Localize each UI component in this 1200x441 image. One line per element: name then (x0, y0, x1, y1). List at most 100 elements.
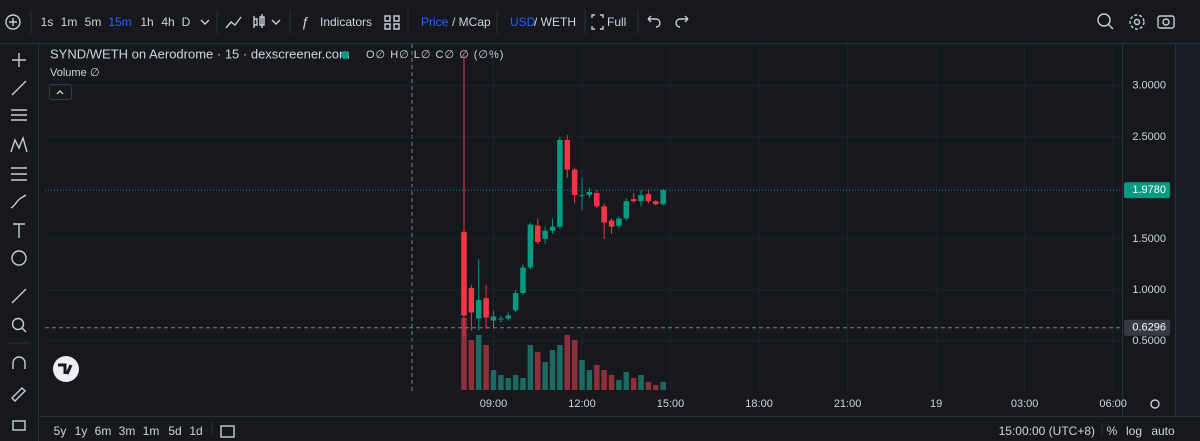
volume-bar (616, 380, 622, 390)
lock-tool[interactable] (12, 420, 26, 431)
range-button[interactable]: 5y (54, 424, 67, 438)
interval-menu[interactable] (200, 19, 210, 25)
interval-button[interactable]: 1m (61, 15, 78, 29)
emoji-tool[interactable] (11, 250, 27, 266)
mcap-toggle[interactable]: / MCap (452, 15, 491, 29)
fib-tool[interactable] (11, 109, 27, 121)
y-tick-label: 1.0000 (1132, 284, 1166, 296)
collapse-legend[interactable] (49, 84, 72, 100)
volume-bar (512, 375, 519, 390)
zoom-handle (21, 327, 27, 333)
lock-drawing-tool[interactable] (11, 387, 26, 402)
candle-body (601, 206, 607, 223)
log-toggle[interactable]: log (1126, 424, 1142, 438)
candle-body (579, 195, 585, 197)
alert-icon[interactable] (1097, 13, 1111, 27)
forecast-tool[interactable] (11, 167, 27, 181)
clock: 15:00:00 (UTC+8) (999, 424, 1095, 438)
candle-body (483, 298, 489, 318)
x-tick-label: 19 (930, 398, 942, 410)
range-button[interactable]: 6m (95, 424, 112, 438)
snapshot-lens (1162, 18, 1170, 26)
templates-icon[interactable] (384, 15, 400, 30)
settings-icon[interactable] (1129, 14, 1145, 30)
tv-logo-mark (58, 363, 73, 375)
candle-body (660, 190, 666, 205)
volume-bar (490, 370, 497, 390)
chart-type-menu[interactable] (271, 19, 281, 25)
drawing-toolbar (8, 53, 30, 431)
candle-body (571, 169, 578, 196)
undo-icon[interactable] (647, 15, 661, 28)
candle-body (542, 230, 548, 239)
volume-bar (498, 375, 504, 390)
pattern-tool[interactable] (10, 135, 28, 153)
percent-toggle[interactable]: % (1107, 424, 1118, 438)
x-tick-label: 21:00 (834, 398, 862, 410)
ruler-tool[interactable] (11, 288, 27, 304)
volume-bar (586, 370, 593, 390)
candle-body (549, 226, 556, 231)
weth-toggle[interactable]: / WETH (534, 15, 576, 29)
x-tick-label: 09:00 (480, 398, 508, 410)
volume-bar (579, 360, 585, 390)
interval-button[interactable]: 1s (41, 15, 54, 29)
range-button[interactable]: 5d (168, 424, 181, 438)
volume-bar (557, 345, 563, 390)
candle-body (653, 201, 659, 205)
price-toggle[interactable]: Price (421, 15, 449, 29)
candle-body (498, 318, 504, 320)
candle-body (490, 316, 497, 321)
brush-tool[interactable] (10, 194, 27, 209)
volume-bar (623, 372, 630, 390)
volume-bar (534, 352, 541, 390)
crosshair-tool[interactable] (12, 53, 26, 67)
volume-bar (564, 335, 571, 390)
candle-body (520, 267, 526, 294)
range-button[interactable]: 1y (75, 424, 88, 438)
goto-date-icon[interactable] (220, 425, 235, 438)
range-button[interactable]: 3m (119, 424, 136, 438)
candle-chart-icon[interactable] (253, 14, 265, 28)
x-tick-label: 12:00 (568, 398, 596, 410)
volume-bar (527, 345, 534, 390)
candle-body (527, 224, 534, 268)
zoom-tool[interactable] (11, 317, 25, 331)
line-chart-icon[interactable] (225, 16, 242, 29)
candle-body (461, 231, 467, 316)
candle-body (557, 139, 563, 227)
indicators-button[interactable]: Indicators (320, 15, 372, 29)
magnet-tool[interactable] (12, 356, 26, 369)
candle-body (623, 201, 630, 219)
fullscreen-icon[interactable] (591, 14, 604, 30)
symbol-title: SYND/WETH on Aerodrome · 15 · dexscreene… (50, 46, 350, 61)
ohlc-legend: O∅ H∅ L∅ C∅ ∅ (∅%) (366, 49, 504, 61)
add-symbol-icon-plus (9, 18, 17, 26)
range-button[interactable]: 1d (189, 424, 202, 438)
y-tick-label: 3.0000 (1132, 80, 1166, 92)
redo-icon[interactable] (675, 15, 689, 28)
usd-toggle[interactable]: USD (510, 15, 536, 29)
volume-bar (461, 318, 467, 390)
interval-button[interactable]: 15m (108, 15, 131, 29)
interval-button[interactable]: 5m (85, 15, 102, 29)
interval-button[interactable]: 4h (161, 15, 174, 29)
volume-legend: Volume (50, 67, 87, 79)
y-tick-label: 1.5000 (1132, 233, 1166, 245)
crosshair-price-box (1124, 319, 1170, 336)
candle-body (608, 220, 615, 227)
range-button[interactable]: 1m (143, 424, 160, 438)
text-tool[interactable] (13, 223, 25, 238)
interval-button[interactable]: 1h (140, 15, 153, 29)
axis-settings[interactable] (1150, 399, 1160, 409)
volume-bar (630, 378, 637, 390)
fullscreen-button[interactable]: Full (607, 15, 626, 29)
add-symbol-icon[interactable] (5, 14, 21, 30)
auto-toggle[interactable]: auto (1151, 424, 1175, 438)
trendline-tool[interactable] (11, 80, 27, 96)
crosshair-price-label: 0.6296 (1132, 322, 1166, 334)
volume-bar (601, 370, 607, 390)
snapshot-icon[interactable] (1157, 15, 1175, 29)
candle-body (564, 139, 571, 170)
interval-button[interactable]: D (182, 15, 191, 29)
